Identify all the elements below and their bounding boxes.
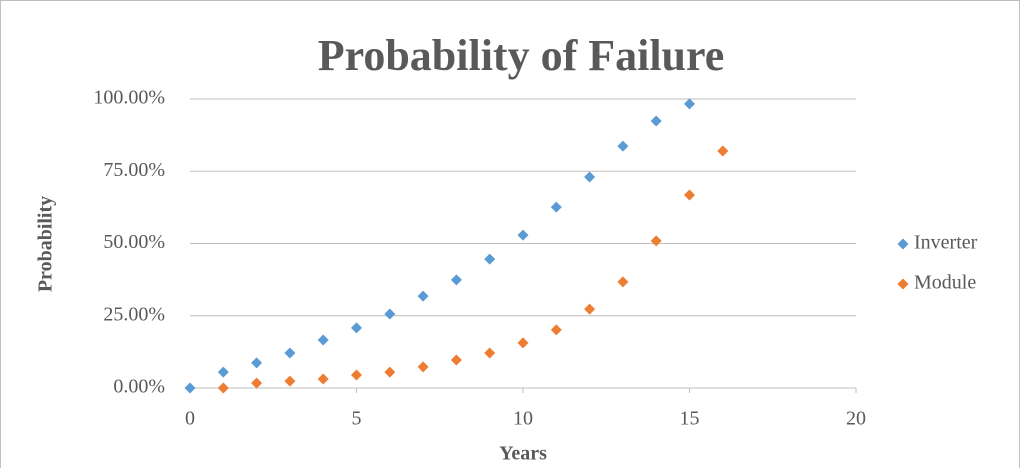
data-point: [384, 308, 396, 320]
legend-marker: [897, 278, 909, 290]
data-point: [417, 361, 429, 373]
data-point: [717, 145, 729, 157]
data-point: [284, 347, 296, 359]
legend-label: Module: [914, 272, 976, 294]
chart-title: Probability of Failure: [318, 31, 725, 80]
data-point: [251, 357, 263, 369]
data-point: [517, 337, 529, 349]
data-point: [650, 235, 662, 247]
x-tick-label: 5: [352, 408, 362, 430]
y-tick-label: 25.00%: [103, 303, 165, 325]
y-tick-label: 75.00%: [103, 159, 165, 181]
data-point: [251, 377, 263, 389]
y-tick-label: 50.00%: [103, 231, 165, 253]
data-point: [617, 140, 629, 152]
data-point: [484, 253, 496, 265]
data-point: [684, 98, 695, 110]
data-point: [184, 382, 196, 394]
data-point: [284, 375, 296, 387]
y-axis-title: Probability: [35, 196, 57, 292]
data-point: [317, 373, 329, 385]
data-point: [450, 274, 462, 286]
data-point: [351, 369, 362, 381]
x-tick-label: 20: [846, 408, 866, 430]
x-tick-label: 10: [513, 408, 533, 430]
data-point: [417, 290, 429, 302]
data-point: [584, 303, 596, 315]
data-point: [384, 366, 396, 378]
data-point: [517, 229, 529, 241]
data-point: [317, 334, 329, 346]
data-point: [550, 324, 562, 336]
data-point: [617, 276, 629, 288]
data-point: [450, 354, 462, 366]
x-tick-label: 15: [680, 408, 700, 430]
data-point: [217, 382, 229, 394]
y-tick-label: 0.00%: [113, 376, 165, 398]
legend-label: Inverter: [914, 232, 978, 254]
data-point: [650, 115, 662, 127]
data-point: [351, 322, 362, 334]
data-point: [217, 366, 229, 378]
data-point: [550, 201, 562, 213]
data-point: [484, 347, 496, 359]
y-tick-label: 100.00%: [93, 87, 165, 109]
legend-marker: [897, 238, 909, 250]
x-axis-title: Years: [499, 443, 547, 465]
x-tick-label: 0: [185, 408, 195, 430]
data-point: [684, 189, 695, 201]
data-point: [584, 171, 596, 183]
